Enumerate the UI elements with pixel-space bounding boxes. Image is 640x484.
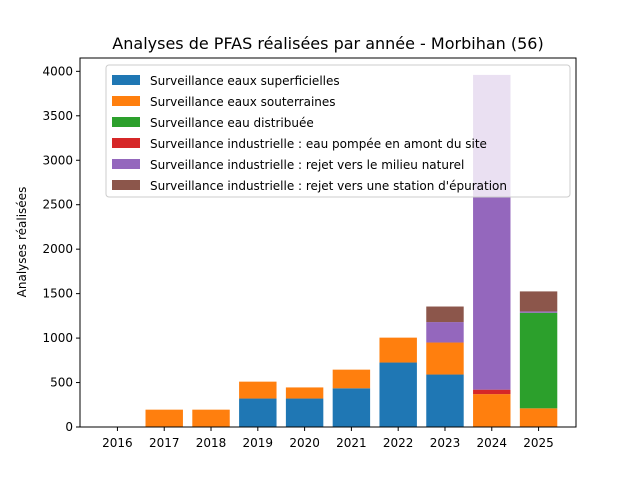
axes-group: 0 500 1000 1500 2000 2500 3000 3500 4000 2016 2017… — [42, 57, 577, 450]
y-tick-label: 4000 — [42, 64, 73, 78]
legend-swatch — [112, 180, 140, 190]
y-tick-label: 2000 — [42, 242, 73, 256]
legend-label: Surveillance eau distribuée — [150, 116, 314, 130]
y-axis-label: Analyses réalisées — [15, 187, 29, 298]
legend-label: Surveillance industrielle : rejet vers l… — [150, 158, 464, 172]
y-tick-label: 1500 — [42, 287, 73, 301]
bar-2020-series-1 — [285, 387, 324, 399]
y-tick-label: 3000 — [42, 153, 73, 167]
bar-2021-series-0 — [332, 388, 371, 427]
x-tick-label: 2023 — [430, 436, 461, 450]
bar-2025-series-1 — [519, 408, 558, 427]
legend-label: Surveillance eaux souterraines — [150, 95, 336, 109]
legend-label: Surveillance industrielle : rejet vers u… — [150, 179, 507, 193]
x-tick-label: 2017 — [149, 436, 180, 450]
x-tick-label: 2025 — [523, 436, 554, 450]
bar-2023-series-1 — [426, 342, 464, 375]
bar-2023-series-5 — [426, 306, 464, 323]
bar-2022-series-0 — [379, 362, 417, 427]
legend-label: Surveillance industrielle : eau pompée e… — [150, 137, 487, 151]
bar-2025-series-5 — [519, 291, 558, 312]
x-tick-label: 2024 — [477, 436, 508, 450]
legend-label: Surveillance eaux superficielles — [150, 74, 340, 88]
legend: Surveillance eaux superficielles Surveill… — [105, 64, 571, 198]
y-tick-label: 1000 — [42, 331, 73, 345]
bar-2020-series-0 — [285, 398, 324, 427]
legend-box — [105, 64, 571, 198]
bar-2019-series-1 — [239, 381, 277, 399]
y-tick-label: 3500 — [42, 109, 73, 123]
bar-2024-series-1 — [473, 394, 511, 427]
legend-swatch — [112, 159, 140, 169]
bar-2024-series-3 — [473, 389, 511, 395]
x-tick-label: 2022 — [383, 436, 414, 450]
chart-title: Analyses de PFAS réalisées par année - M… — [112, 34, 543, 53]
bar-2017-series-1 — [145, 409, 183, 427]
y-tick-label: 500 — [50, 376, 73, 390]
x-tick-label: 2019 — [243, 436, 274, 450]
y-tick-label: 0 — [65, 420, 73, 434]
x-tick-label: 2021 — [336, 436, 367, 450]
x-tick-label: 2018 — [196, 436, 227, 450]
legend-swatch — [112, 96, 140, 106]
bar-2018-series-1 — [192, 409, 230, 427]
bar-2023-series-0 — [426, 374, 464, 427]
bar-2025-series-4 — [519, 311, 558, 313]
x-tick-label: 2016 — [102, 436, 133, 450]
y-tick-label: 2500 — [42, 198, 73, 212]
x-tick-label: 2020 — [289, 436, 320, 450]
legend-swatch — [112, 75, 140, 85]
legend-swatch — [112, 117, 140, 127]
bar-2022-series-1 — [379, 337, 417, 363]
legend-swatch — [112, 138, 140, 148]
plot-frame — [79, 57, 577, 428]
bar-2023-series-4 — [426, 322, 464, 343]
bar-2019-series-0 — [239, 398, 277, 427]
bar-2025-series-2 — [519, 312, 558, 409]
bar-2021-series-1 — [332, 369, 371, 389]
